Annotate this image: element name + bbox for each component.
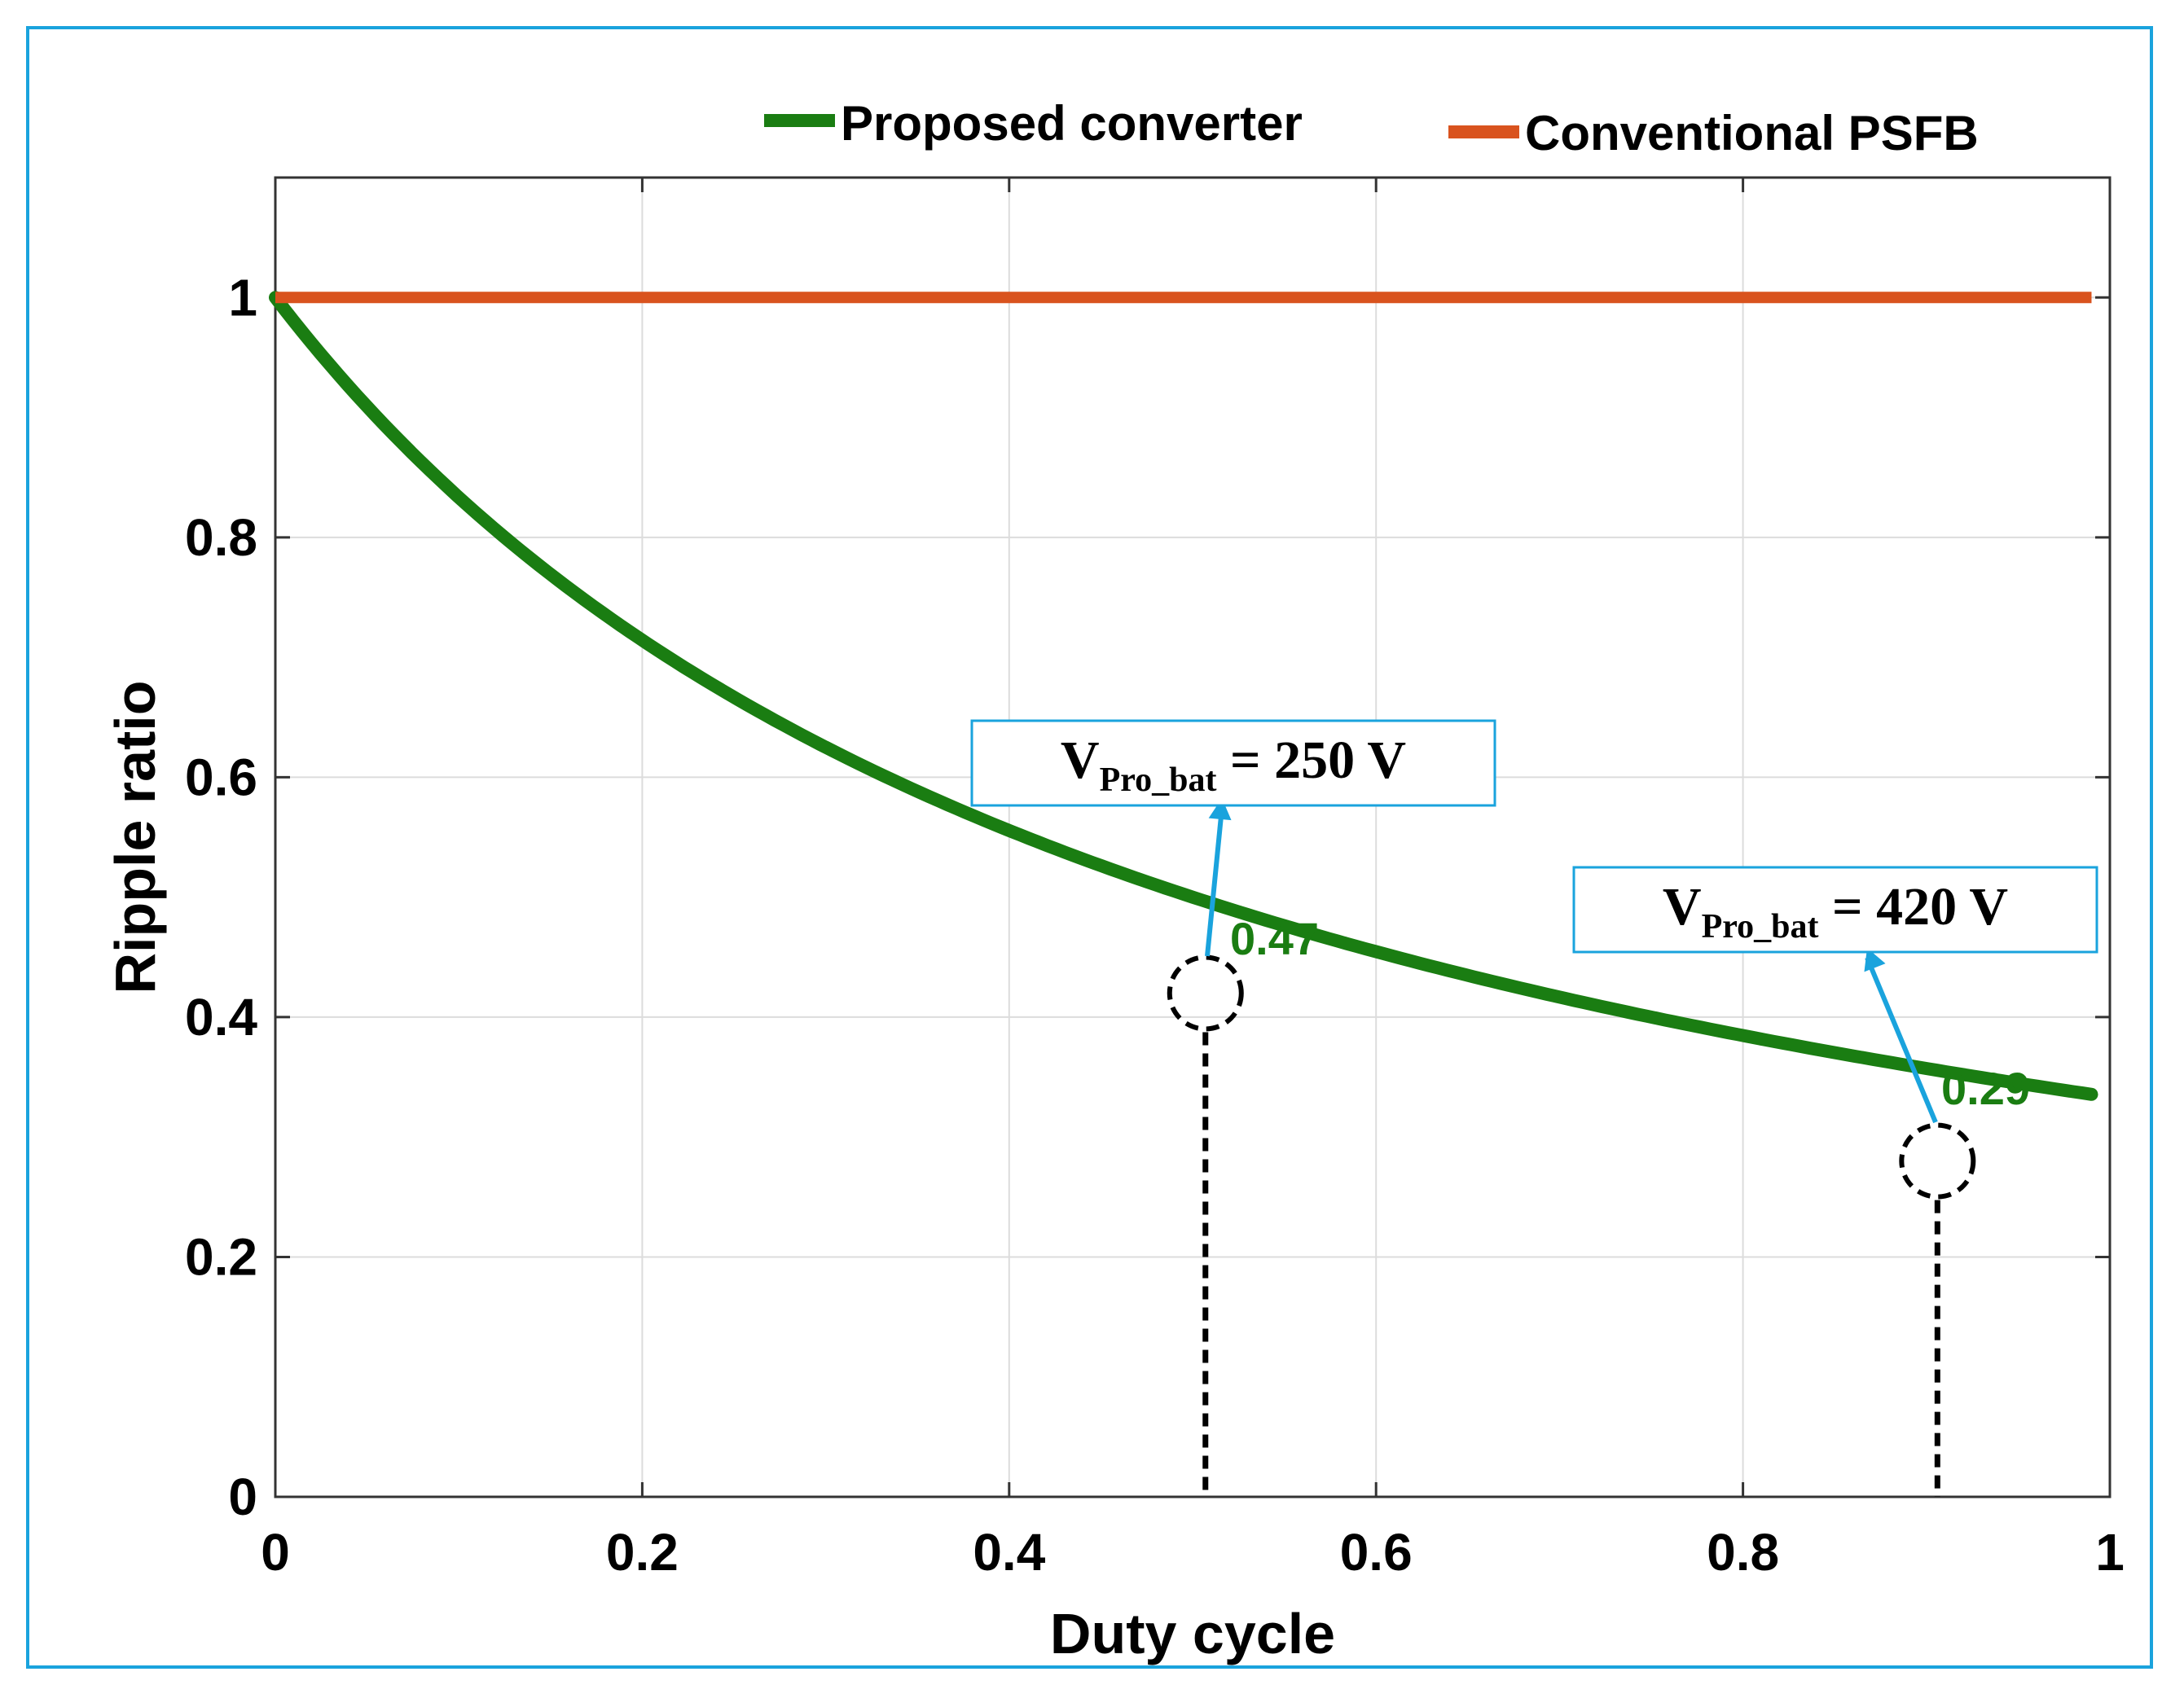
y-tick-label: 0.8 (185, 508, 257, 567)
grid-lines (275, 178, 2110, 1497)
annotation-value-label: 0.47 (1230, 913, 1319, 964)
annotations: 0.47 VPro_bat = 250 V 0.29 VPro_bat = 420 V (970, 719, 2098, 1497)
annotation-arrow (1865, 956, 1938, 1124)
y-tick-label: 0.6 (185, 748, 257, 806)
x-tick-label: 0.8 (1707, 1523, 1779, 1582)
annotation-value-label: 0.29 (1941, 1063, 2030, 1114)
annotation-arrow-head (1864, 948, 1886, 972)
legend-label-conventional: Conventional PSFB (1525, 106, 1979, 160)
y-tick-label: 0 (228, 1468, 257, 1526)
x-axis-label: Duty cycle (1050, 1602, 1335, 1665)
x-tick-label: 0 (261, 1523, 290, 1582)
y-axis-label: Ripple ratio (103, 680, 167, 994)
x-tick-label: 1 (2095, 1523, 2125, 1582)
annotation-arrow (1205, 807, 1224, 957)
annotation-circle (1899, 1122, 1976, 1200)
x-tick-label: 0.6 (1340, 1523, 1413, 1582)
annotation-box (1572, 866, 2098, 954)
y-tick-label: 0.4 (185, 988, 257, 1046)
annotation-box-text: VPro_bat = 420 V (1663, 877, 2008, 946)
annotation-box (970, 719, 1496, 807)
legend-label-proposed: Proposed converter (841, 96, 1303, 151)
x-tick-label: 0.2 (606, 1523, 679, 1582)
annotation-arrow-head (1208, 798, 1232, 821)
y-tick-label: 0.2 (185, 1227, 257, 1286)
legend: Proposed converter Conventional PSFB (764, 96, 1979, 160)
plot-area (274, 176, 2111, 1498)
series-line-proposed (269, 291, 2098, 1101)
x-tick-label: 0.4 (973, 1523, 1045, 1582)
axis-ticks: 0 0.2 0.4 0.6 0.8 1 0 0.2 0.4 0.6 0.8 1 (185, 178, 2125, 1582)
annotation-box-text: VPro_bat = 250 V (1061, 731, 1406, 799)
data-series (269, 291, 2098, 1101)
annotation-circle (1167, 954, 1244, 1032)
y-tick-label: 1 (228, 268, 257, 327)
